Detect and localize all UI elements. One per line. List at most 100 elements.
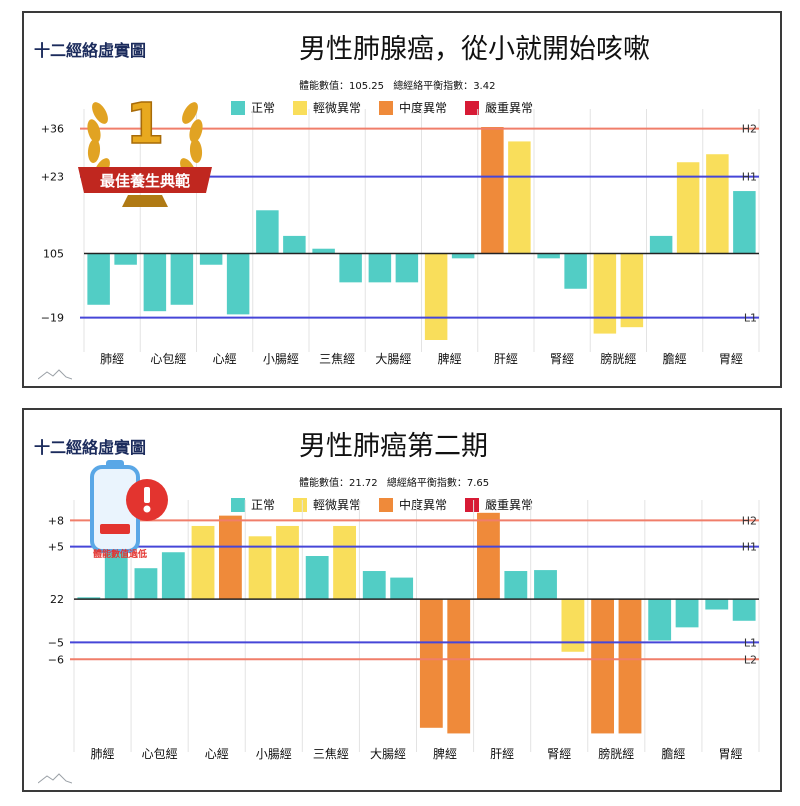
reference-axis-label: +36 [41,123,64,136]
bar-胃經-2 [733,191,756,254]
category-label: 心包經 [150,352,186,366]
category-label: 肺經 [100,352,124,366]
reference-axis-label: +23 [41,171,64,184]
bar-肝經-2 [504,571,528,600]
bar-心經-1 [191,525,215,600]
energy-label: 體能數值： [299,478,349,489]
bar-chart: 105 +36 H2 +23 H1 −19 L1 肺經 心包經 心經 小腸經 三焦經 大腸經 脾經 肝經 腎經… [41,109,760,366]
legend-item-severe: 嚴重異常 [465,496,533,513]
chart-title: 男性肺癌第二期 [299,431,488,462]
energy-text: 體能數值：105.25 [299,81,384,92]
category-label: 肝經 [490,747,514,761]
legend-label: 中度異常 [399,498,448,512]
balance-value: 7.65 [466,478,490,489]
bar-膽經-1 [648,599,672,641]
award-badge: 1 最佳養生典範 [78,91,212,207]
legend-item-mild: 輕微異常 [293,99,361,116]
legend-label: 輕微異常 [313,101,362,115]
legend-item-mild: 輕微異常 [293,496,361,513]
reference-axis-label: −5 [48,636,64,649]
bar-三焦經-2 [339,253,362,283]
reference-axis-label: +5 [48,541,64,554]
reference-line-name: H2 [742,123,757,136]
bar-膀胱經-1 [593,253,617,334]
bar-胃經-1 [705,599,729,610]
low-battery-badge: 體能數值過低 [90,460,168,558]
category-label: 三焦經 [313,747,349,761]
bar-脾經-1 [424,253,448,340]
ribbon-icon [78,167,212,193]
brand-logo-icon [38,773,72,784]
energy-value: 21.72 [349,478,378,489]
bar-肺經-2 [114,253,137,265]
legend-label: 輕微異常 [313,498,362,512]
legend-item-normal: 正常 [231,99,275,116]
reference-axis-label: −6 [48,653,64,666]
category-label: 胃經 [718,747,742,761]
legend-swatch [231,497,245,512]
brand-logo-icon [38,369,72,380]
bar-膀胱經-2 [618,599,642,734]
category-label: 膀胱經 [600,351,636,366]
bar-chart: 22 +8 H2 +5 H1 −5 L1 −6 L2 肺經 心包經 心經 小腸經 三焦經 大腸經 脾經 肝經 腎經… [48,500,760,761]
legend: 正常 輕微異常 中度異常 嚴重異常 [231,99,533,116]
bar-心經-2 [226,253,250,315]
legend-swatch [293,100,308,115]
meridian-chart-panel-top: 十二經絡虛實圖 男性肺腺癌，從小就開始咳嗽 體能數值：105.25 總經絡平衡指… [22,11,782,388]
bar-腎經-1 [534,570,557,600]
balance-text: 總經絡平衡指數：3.42 [393,81,495,92]
category-label: 大腸經 [370,747,406,761]
category-label: 肺經 [91,747,115,761]
reference-line-name: L1 [744,636,757,649]
legend-label: 嚴重異常 [485,101,534,115]
reference-axis-label: −19 [41,312,64,325]
legend-swatch [231,100,245,115]
legend-label: 嚴重異常 [485,498,534,512]
category-label: 胃經 [719,352,743,366]
legend-label: 正常 [251,498,276,512]
award-text: 最佳養生典範 [100,172,190,190]
reference-line-name: H1 [742,171,757,184]
legend-swatch [379,497,394,512]
energy-text: 體能數值：21.72 [299,478,378,489]
bar-腎經-2 [561,599,585,652]
energy-info: 體能數值：21.72 總經絡平衡指數：7.65 [299,474,495,489]
bar-心包經-1 [134,568,158,600]
legend-item-moderate: 中度異常 [379,99,447,116]
legend-swatch [465,497,480,512]
bar-肝經-2 [508,141,531,254]
bar-肝經-1 [481,127,504,254]
bar-膀胱經-1 [591,599,615,734]
reference-line-name: H1 [742,541,757,554]
category-label: 三焦經 [319,352,355,366]
bar-肝經-1 [477,512,500,600]
category-label: 小腸經 [263,352,299,366]
category-label: 大腸經 [375,352,411,366]
category-label: 心包經 [142,747,178,761]
bar-小腸經-2 [283,235,306,254]
category-label: 心經 [205,747,229,761]
bar-小腸經-1 [256,210,279,254]
legend-label: 正常 [251,101,276,115]
balance-label: 總經絡平衡指數： [386,478,467,489]
balance-label: 總經絡平衡指數： [393,81,474,92]
legend-item-moderate: 中度異常 [379,496,447,513]
meridian-chart-panel-bottom: 十二經絡虛實圖 男性肺癌第二期 體能數值：21.72 總經絡平衡指數：7.65 … [22,408,782,792]
bar-膽經-2 [675,599,699,628]
legend-item-normal: 正常 [231,496,275,513]
legend-swatch [293,497,308,512]
bar-脾經-2 [451,253,475,259]
energy-label: 體能數值： [299,81,349,92]
category-label: 小腸經 [256,747,292,761]
reference-axis-label: +8 [48,514,64,527]
chart-title: 男性肺腺癌，從小就開始咳嗽 [299,34,650,65]
bar-膽經-2 [676,162,700,254]
bar-膽經-1 [649,235,673,254]
reference-line-name: H2 [742,514,757,527]
balance-value: 3.42 [473,81,496,92]
baseline-label: 22 [50,593,64,606]
bar-大腸經-2 [390,577,414,600]
legend-label: 中度異常 [399,101,448,115]
category-label: 脾經 [438,351,462,366]
balance-text: 總經絡平衡指數：7.65 [387,478,489,489]
